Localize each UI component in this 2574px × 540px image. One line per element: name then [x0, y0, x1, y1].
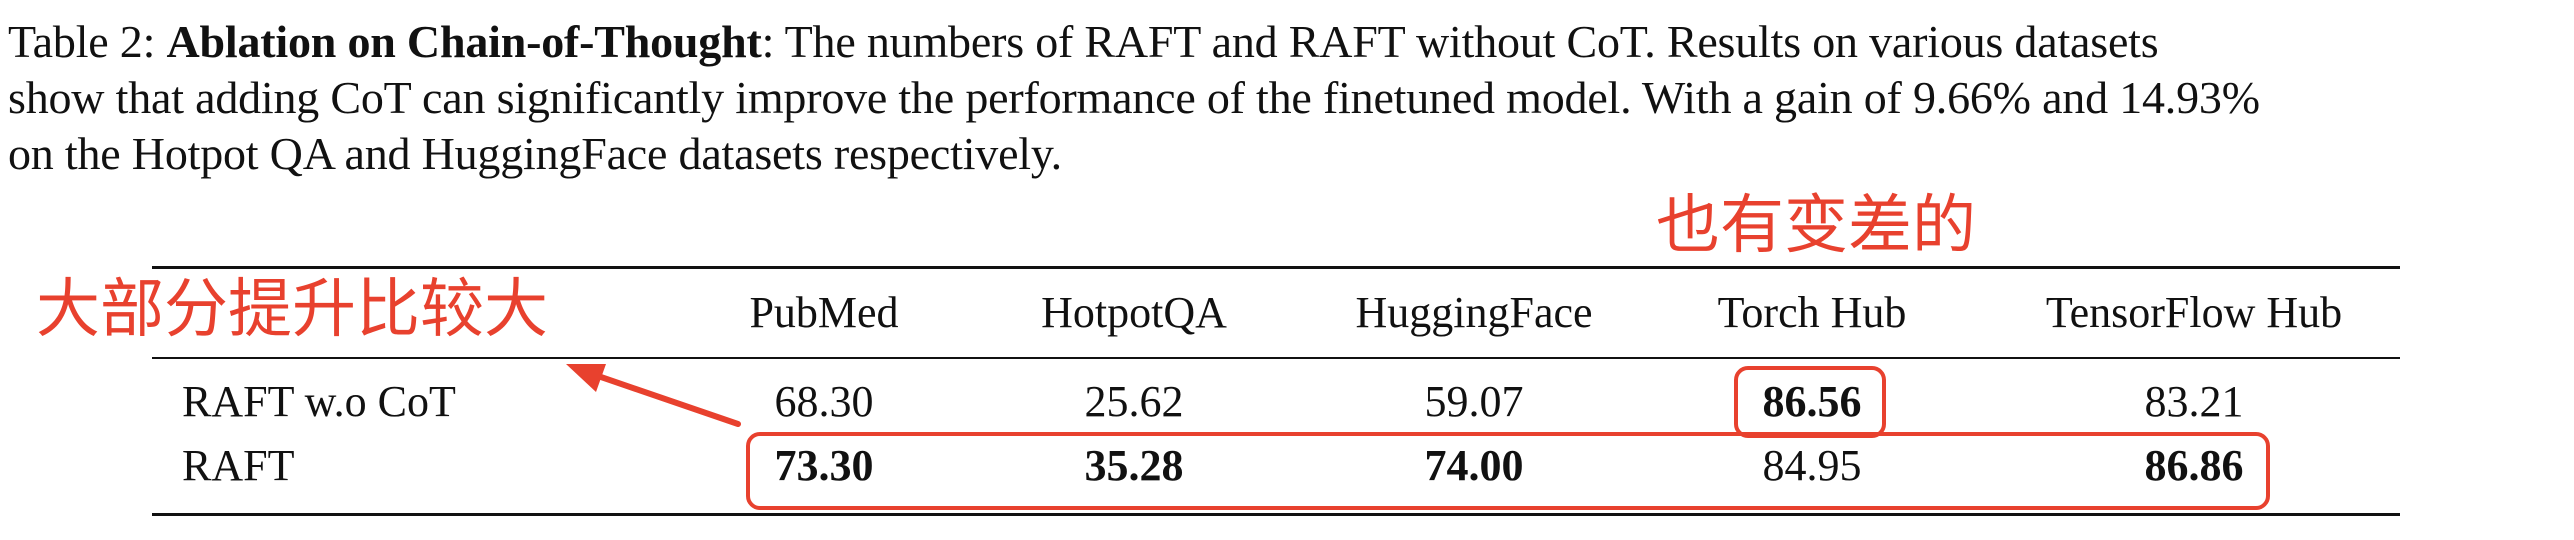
table-bottom-rule — [152, 513, 2400, 516]
table-cell: 68.30 — [774, 377, 874, 426]
table-cell: 73.30 — [774, 441, 874, 490]
table-cell: 74.00 — [1424, 441, 1524, 490]
table-caption: Table 2: Ablation on Chain-of-Thought: T… — [8, 14, 2568, 182]
annotation-top-note: 也有变差的 — [1656, 189, 1976, 263]
table-header-rule — [152, 357, 2400, 359]
table-cell: 86.86 — [2144, 441, 2244, 490]
column-header-hotpotqa: HotpotQA — [1041, 288, 1227, 337]
caption-text-1: : The numbers of RAFT and RAFT without C… — [761, 16, 2159, 67]
caption-line-3: on the Hotpot QA and HuggingFace dataset… — [8, 128, 1062, 179]
annotation-box-torch-hub — [1734, 366, 1886, 438]
annotation-left-note: 大部分提升比较大 — [36, 273, 548, 347]
table-cell: 35.28 — [1084, 441, 1184, 490]
column-header-pubmed: PubMed — [749, 288, 899, 337]
column-header-torch-hub: Torch Hub — [1717, 288, 1907, 337]
table-cell: 86.56 — [1762, 377, 1862, 426]
table-cell: 59.07 — [1424, 377, 1524, 426]
table-cell: 25.62 — [1084, 377, 1184, 426]
row-label-raft: RAFT — [182, 441, 295, 490]
column-header-huggingface: HuggingFace — [1355, 288, 1593, 337]
table-top-rule — [152, 266, 2400, 269]
table-cell: 83.21 — [2144, 377, 2244, 426]
row-label-raft-wo-cot: RAFT w.o CoT — [182, 377, 456, 426]
table-cell: 84.95 — [1762, 441, 1862, 490]
column-header-tensorflow-hub: TensorFlow Hub — [2045, 288, 2343, 337]
annotation-box-raft-row — [746, 432, 2270, 510]
caption-label: Table 2: — [8, 16, 167, 67]
caption-title: Ablation on Chain-of-Thought — [166, 16, 762, 67]
caption-line-1: Table 2: Ablation on Chain-of-Thought: T… — [8, 14, 2568, 70]
caption-line-2: show that adding CoT can significantly i… — [8, 72, 2260, 123]
